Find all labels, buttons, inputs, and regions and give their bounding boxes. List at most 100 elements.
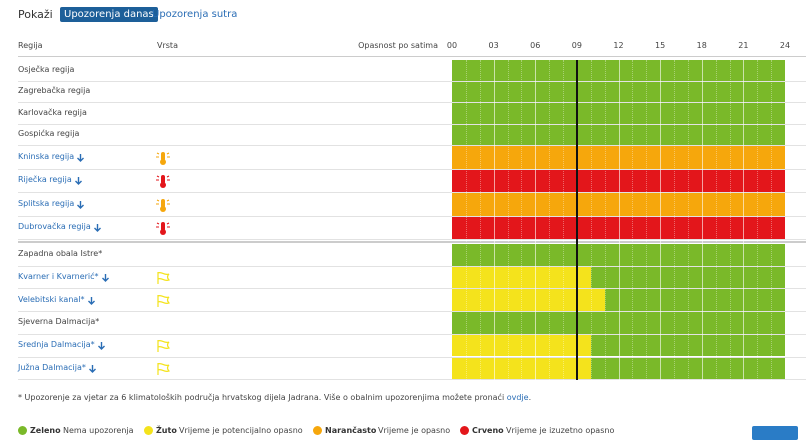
- legend-description: Nema upozorenja: [63, 426, 134, 435]
- region-name[interactable]: Kvarner i Kvarnerić*: [18, 272, 99, 282]
- legend-name: Crveno: [472, 426, 504, 435]
- hour-line: [771, 60, 773, 381]
- row-line: [18, 145, 806, 146]
- hour-label: 18: [696, 41, 707, 50]
- link-arrow[interactable]: [77, 153, 84, 162]
- column-header: Regija: [18, 41, 43, 50]
- group-separator: [18, 241, 806, 243]
- column-header: Vrsta: [157, 41, 178, 50]
- wind-icon: [157, 294, 171, 307]
- temp-icon: [156, 175, 170, 189]
- temp-icon: [156, 151, 170, 165]
- legend-dot: [18, 426, 27, 435]
- link-arrow[interactable]: [89, 364, 96, 373]
- column-header: Opasnost po satima: [358, 41, 438, 50]
- hour-line: [729, 60, 731, 381]
- link-arrow[interactable]: [94, 224, 101, 233]
- row-line: [18, 102, 806, 103]
- hour-label: 03: [488, 41, 499, 50]
- tab[interactable]: Upozorenja sutra: [152, 9, 238, 20]
- legend-dot: [313, 426, 322, 435]
- footnote-link[interactable]: ovdje: [506, 393, 529, 402]
- hour-line: [632, 60, 634, 381]
- wind-icon: [157, 362, 171, 375]
- warning-segment: [590, 357, 785, 380]
- hour-line: [701, 60, 703, 381]
- hour-label: 06: [530, 41, 541, 50]
- link-arrow[interactable]: [75, 177, 82, 186]
- hour-label: 15: [655, 41, 666, 50]
- hour-label: 09: [571, 41, 582, 50]
- warning-segment: [604, 289, 785, 312]
- legend-name: Zeleno: [30, 426, 61, 435]
- region-name: Osječka regija: [18, 64, 75, 74]
- hour-line: [660, 60, 662, 381]
- temp-icon: [156, 198, 170, 212]
- warning-segment: [452, 357, 591, 380]
- button[interactable]: [752, 426, 798, 440]
- row-line: [18, 311, 806, 313]
- warning-segment: [452, 266, 591, 289]
- region-name[interactable]: Dubrovačka regija: [18, 222, 91, 232]
- hour-line: [590, 60, 592, 381]
- wind-icon: [157, 340, 171, 353]
- temp-icon: [156, 222, 170, 236]
- region-name[interactable]: Kninska regija: [18, 151, 75, 161]
- hour-line: [687, 60, 689, 381]
- link-arrow[interactable]: [88, 296, 95, 305]
- legend-description: Vrijeme je opasno: [378, 426, 451, 435]
- header-line: [18, 56, 806, 57]
- region-name: Gospićka regija: [18, 129, 80, 139]
- legend-name: Narančasto: [325, 426, 377, 435]
- row-line: [18, 379, 806, 381]
- hour-line: [646, 60, 648, 381]
- hour-label: 21: [738, 41, 749, 50]
- row-line: [18, 239, 806, 240]
- hour-line: [604, 60, 606, 381]
- hour-line: [507, 60, 509, 381]
- hour-line: [674, 60, 675, 381]
- row-line: [18, 288, 806, 290]
- row-line: [18, 168, 806, 170]
- row-line: [18, 356, 806, 358]
- warning-segment: [452, 334, 591, 357]
- now-line: [575, 60, 578, 381]
- region-name[interactable]: Južna Dalmacija*: [18, 362, 86, 372]
- hour-label: 12: [613, 41, 624, 50]
- row-line: [18, 265, 806, 267]
- region-name[interactable]: Srednja Dalmacija*: [18, 340, 95, 350]
- hour-label: 24: [779, 41, 791, 50]
- legend-dot: [460, 426, 469, 435]
- region-name: Zagrebačka regija: [18, 86, 91, 96]
- hour-line: [535, 60, 537, 381]
- hour-line: [757, 60, 759, 381]
- footnote-text: * Upozorenje za vjetar za 6 klimatološki…: [18, 393, 507, 402]
- warning-segment: [590, 266, 785, 289]
- region-name[interactable]: Splitska regija: [18, 198, 75, 208]
- wind-icon: [157, 271, 171, 285]
- row-line: [18, 80, 806, 82]
- link-arrow[interactable]: [98, 342, 105, 351]
- hour-line: [465, 60, 467, 381]
- warning-segment: [590, 334, 785, 357]
- hour-line: [549, 60, 551, 381]
- hour-line: [563, 60, 564, 381]
- hour-line: [715, 60, 717, 381]
- hour-line: [743, 60, 745, 381]
- hour-label: 00: [446, 41, 458, 50]
- region-name[interactable]: Riječka regija: [18, 175, 72, 185]
- legend-dot: [144, 426, 153, 435]
- hour-line: [521, 60, 523, 381]
- hour-line: [618, 60, 620, 381]
- link-arrow[interactable]: [77, 200, 84, 209]
- row-line: [18, 123, 806, 125]
- footnote: * Upozorenje za vjetar za 6 klimatološki…: [18, 393, 531, 402]
- hour-line: [493, 60, 495, 381]
- region-name[interactable]: Velebitski kanal*: [18, 294, 85, 304]
- row-line: [18, 215, 806, 217]
- row-line: [18, 192, 806, 193]
- tab-active[interactable]: Upozorenja danas: [60, 7, 158, 22]
- legend-description: Vrijeme je potencijalno opasno: [179, 426, 303, 435]
- link-arrow[interactable]: [102, 274, 109, 283]
